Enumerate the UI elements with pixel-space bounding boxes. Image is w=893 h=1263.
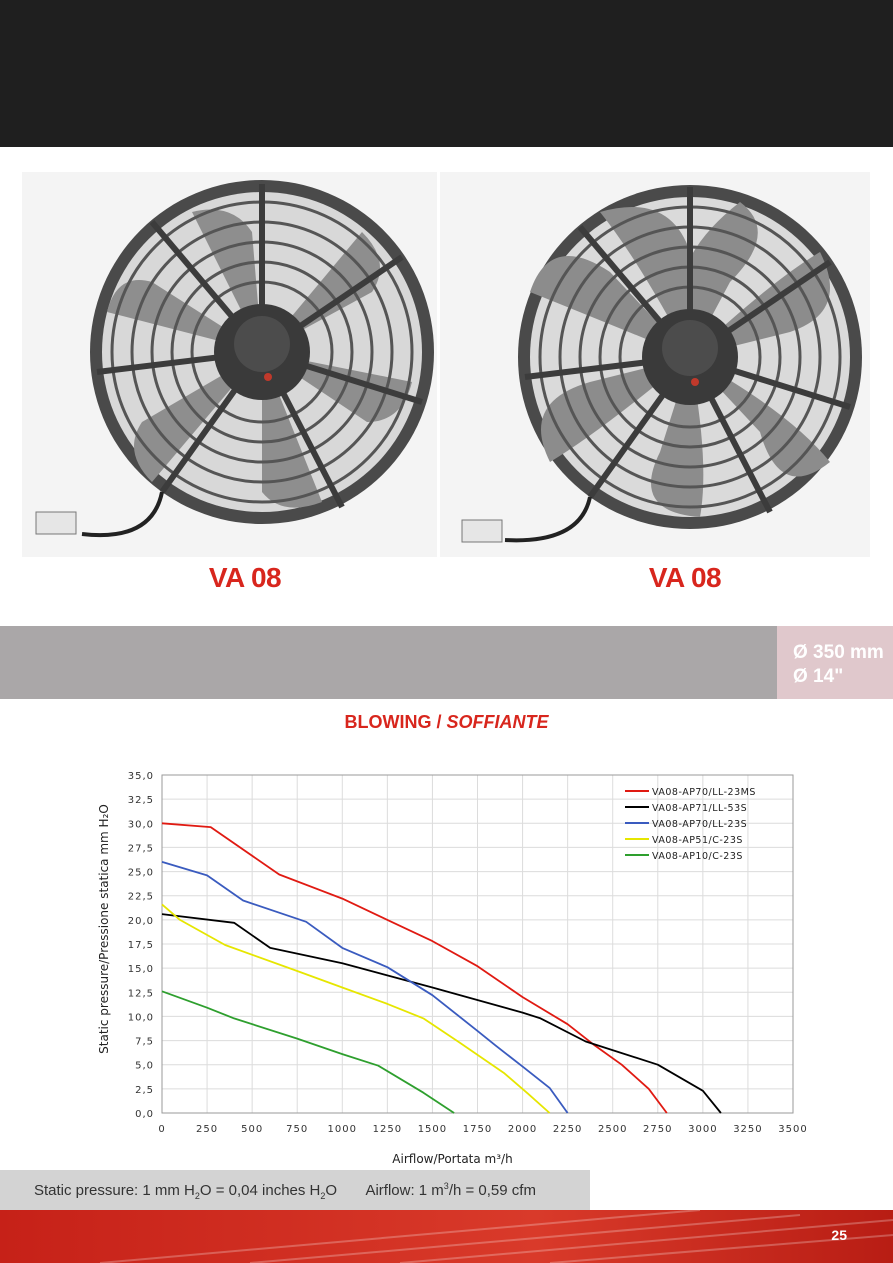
x-tick-label: 0 [158, 1124, 165, 1135]
y-tick-label: 35,0 [128, 771, 154, 782]
size-mm: Ø 350 mm [793, 642, 884, 663]
static-pressure-note-end: O [325, 1182, 338, 1199]
x-tick-label: 1250 [373, 1124, 402, 1135]
x-tick-label: 1000 [328, 1124, 357, 1135]
x-tick-label: 2500 [598, 1124, 627, 1135]
legend-label: VA08-AP71/LL-53S [652, 803, 747, 814]
fan-image-slim [22, 172, 437, 557]
y-tick-label: 20,0 [128, 916, 154, 927]
series-line [161, 903, 551, 1114]
airflow-note-prefix: Airflow: 1 m [365, 1182, 444, 1199]
x-tick-label: 2000 [508, 1124, 537, 1135]
x-tick-label: 2250 [553, 1124, 582, 1135]
performance-chart: 0 250 500 750 1000 1250 1500 1750 2000 2250 2500 27… [97, 771, 807, 1166]
x-tick-label: 750 [286, 1124, 308, 1135]
x-tick-label: 250 [196, 1124, 218, 1135]
airflow-sup: 3 [443, 1181, 449, 1191]
x-tick-label: 1500 [418, 1124, 447, 1135]
series-line [161, 861, 569, 1114]
airflow-note-end: /h = 0,59 cfm [448, 1182, 536, 1199]
static-pressure-note-mid: O = 0,04 inches H [199, 1182, 321, 1199]
series-line [161, 822, 668, 1114]
y-tick-label: 17,5 [128, 940, 154, 951]
x-tick-label: 500 [241, 1124, 263, 1135]
header-band [0, 0, 893, 147]
footer-red-band [0, 1210, 893, 1263]
size-box: Ø 350 mm Ø 14" [777, 626, 893, 699]
x-tick-label: 2750 [643, 1124, 672, 1135]
size-inch: Ø 14" [793, 666, 844, 687]
fan-image-curved [440, 172, 870, 557]
y-tick-label: 2,5 [135, 1085, 154, 1096]
x-tick-label: 1750 [463, 1124, 492, 1135]
static-sub-1: 2 [194, 1191, 200, 1201]
y-tick-label: 22,5 [128, 892, 154, 903]
legend-label: VA08-AP70/LL-23MS [652, 787, 756, 798]
legend-label: VA08-AP10/C-23S [652, 851, 743, 862]
series-line [161, 913, 722, 1114]
x-tick-label: 3250 [733, 1124, 762, 1135]
x-tick-label: 3500 [778, 1124, 807, 1135]
grey-band [0, 626, 777, 699]
x-tick-label: 3000 [688, 1124, 717, 1135]
y-tick-label: 30,0 [128, 819, 154, 830]
model-label-1: VA 08 [208, 562, 282, 593]
x-axis-label: Airflow/Portata m³/h [392, 1152, 512, 1166]
model-label-2: VA 08 [648, 562, 722, 593]
y-tick-label: 25,0 [128, 868, 154, 879]
y-tick-label: 15,0 [128, 964, 154, 975]
y-tick-label: 32,5 [128, 795, 154, 806]
y-tick-label: 27,5 [128, 843, 154, 854]
footer-note: Static pressure: 1 mm H2O = 0,04 inches … [34, 1181, 536, 1201]
legend-label: VA08-AP70/LL-23S [652, 819, 747, 830]
section-title: BLOWING / SOFFIANTE [0, 712, 893, 733]
footer-band [0, 1170, 590, 1210]
y-tick-label: 5,0 [135, 1061, 154, 1072]
plot-border [161, 774, 794, 1114]
static-pressure-note-prefix: Static pressure: 1 mm H [34, 1182, 195, 1199]
static-sub-2: 2 [320, 1191, 326, 1201]
y-tick-label: 10,0 [128, 1012, 154, 1023]
page-number: 25 [831, 1227, 847, 1243]
y-tick-label: 0,0 [135, 1109, 154, 1120]
section-title-italic: SOFFIANTE [446, 712, 549, 732]
y-tick-label: 7,5 [135, 1037, 154, 1048]
legend-label: VA08-AP51/C-23S [652, 835, 743, 846]
y-tick-label: 12,5 [128, 988, 154, 999]
y-axis-label: Static pressure/Pressione statica mm H₂O [97, 804, 111, 1054]
section-title-main: BLOWING / [344, 712, 447, 732]
series-line [161, 990, 455, 1114]
